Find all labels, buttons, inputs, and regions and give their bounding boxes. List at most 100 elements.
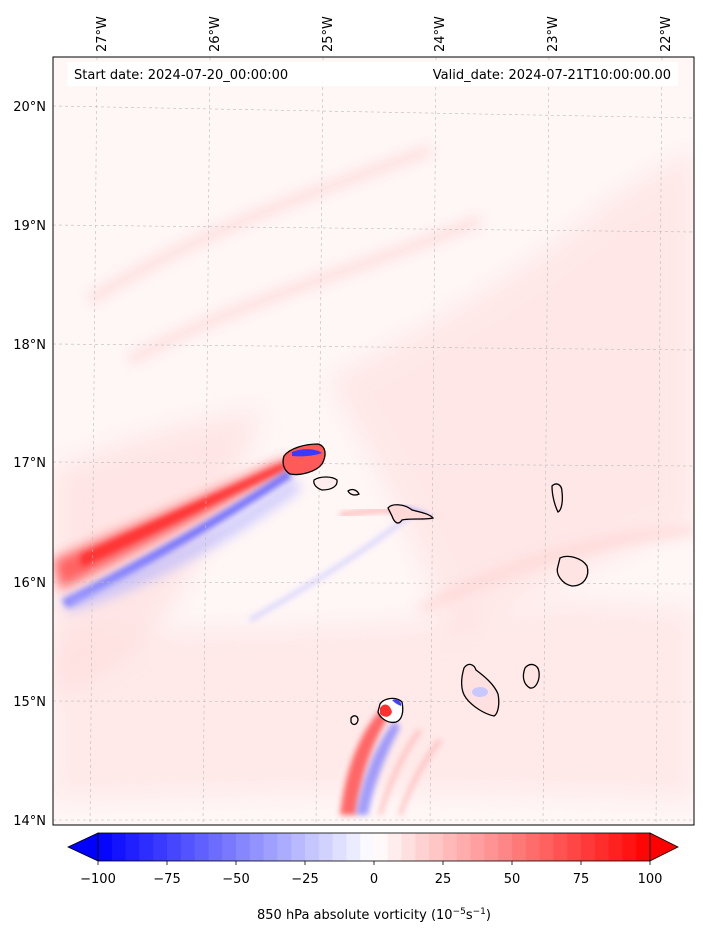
colorbar-tick-label: 100: [638, 872, 663, 887]
colorbar-segment: [277, 833, 292, 861]
colorbar-label-end: ): [486, 908, 491, 923]
colorbar: −100 −75 −50 −25 0 25 50 75 100 850 hPa absolute…: [67, 832, 679, 923]
map-panel: [52, 56, 695, 826]
colorbar-segment: [208, 833, 223, 861]
colorbar-segment: [484, 833, 499, 861]
colorbar-segment: [539, 833, 554, 861]
colorbar-segment: [594, 833, 609, 861]
colorbar-segment: [167, 833, 182, 861]
colorbar-segment: [470, 833, 485, 861]
valid-date-label: Valid_date:: [433, 68, 505, 83]
colorbar-segment: [456, 833, 471, 861]
longitude-labels: 27°W 26°W 25°W 24°W 23°W 22°W: [95, 16, 674, 52]
island-brava: [350, 715, 359, 726]
colorbar-tick-label: −50: [222, 872, 249, 887]
lon-label: 26°W: [208, 16, 223, 52]
colorbar-extend-high: [649, 832, 679, 862]
colorbar-label-main: 850 hPa absolute vorticity (10: [257, 908, 453, 923]
lat-label: 15°N: [13, 695, 46, 710]
lat-label: 19°N: [13, 219, 46, 234]
colorbar-segment: [332, 833, 347, 861]
lat-label: 17°N: [13, 456, 46, 471]
fogo-red-rim: [380, 704, 392, 717]
latitude-labels: 20°N 19°N 18°N 17°N 16°N 15°N 14°N: [13, 100, 46, 829]
start-date-value: 2024-07-20_00:00:00: [148, 68, 288, 83]
colorbar-segment: [318, 833, 333, 861]
colorbar-label-mid: s: [466, 908, 473, 923]
island-sao-nicolau: [387, 504, 435, 524]
colorbar-segment: [111, 833, 126, 861]
colorbar-segment: [98, 833, 113, 861]
colorbar-segment: [567, 833, 582, 861]
colorbar-tick-label: −25: [291, 872, 318, 887]
pale-vorticity-region-south: [53, 600, 694, 800]
colorbar-segment: [194, 833, 209, 861]
lon-label: 22°W: [659, 16, 674, 52]
colorbar-segment: [525, 833, 540, 861]
colorbar-tick-label: −100: [80, 872, 116, 887]
colorbar-tick-label: 0: [370, 872, 378, 887]
colorbar-segment: [401, 833, 416, 861]
colorbar-segment: [553, 833, 568, 861]
gridlines: [52, 56, 695, 826]
pale-streaks: [87, 145, 694, 615]
island-coastlines: [282, 443, 589, 726]
colorbar-segment: [608, 833, 623, 861]
map-frame: [52, 56, 695, 826]
fogo-wake-streaks: [378, 728, 442, 816]
colorbar-tick-label: 75: [573, 872, 590, 887]
island-sao-vicente: [313, 476, 338, 491]
faint-blue-streak: [249, 513, 412, 622]
colorbar-tick-label: 25: [435, 872, 452, 887]
colorbar-segment: [139, 833, 154, 861]
fogo-wake-red: [340, 705, 392, 815]
lon-label: 24°W: [433, 16, 448, 52]
island-sal: [551, 483, 564, 513]
vorticity-field: [53, 145, 694, 816]
colorbar-segment: [249, 833, 264, 861]
date-info-box: Start date: 2024-07-20_00:00:00 Valid_da…: [67, 62, 678, 86]
colorbar-tick-label: 50: [504, 872, 521, 887]
lon-label: 25°W: [321, 16, 336, 52]
island-maio: [522, 663, 540, 689]
valid-date-value: 2024-07-21T10:00:00.00: [508, 68, 671, 83]
lat-label: 16°N: [13, 576, 46, 591]
svg-text:Start date: 2024-07-20_0: Start date: 2024-07-20_00:00:00: [74, 68, 288, 83]
colorbar-segment: [125, 833, 140, 861]
colorbar-segment: [429, 833, 444, 861]
lon-label: 23°W: [546, 16, 561, 52]
lat-label: 14°N: [13, 814, 46, 829]
fogo-blue-rim: [392, 699, 402, 706]
colorbar-segment: [498, 833, 513, 861]
colorbar-segment: [636, 833, 651, 861]
colorbar-ticks: −100 −75 −50 −25 0 25 50 75 100: [80, 861, 662, 887]
wake-negative-vorticity-blue: [62, 470, 292, 608]
colorbar-segment: [153, 833, 168, 861]
colorbar-label-exp2: −1: [473, 907, 486, 917]
santiago-blue-patch: [472, 687, 488, 697]
island-boa-vista: [556, 555, 589, 587]
colorbar-segment: [305, 833, 320, 861]
colorbar-segment: [387, 833, 402, 861]
wake-negative-vorticity-halo: [62, 478, 300, 612]
colorbar-segment: [291, 833, 306, 861]
svg-text:Valid_date: 2024-07-21T1: Valid_date: 2024-07-21T10:00:00.00: [433, 68, 671, 83]
colorbar-segment: [374, 833, 389, 861]
colorbar-segment: [263, 833, 278, 861]
colorbar-extend-low: [67, 832, 99, 862]
colorbar-segment: [581, 833, 596, 861]
colorbar-segments: [98, 833, 651, 861]
lat-label: 18°N: [13, 338, 46, 353]
start-date-label: Start date:: [74, 68, 144, 83]
colorbar-segment: [346, 833, 361, 861]
colorbar-segment: [236, 833, 251, 861]
colorbar-segment: [512, 833, 527, 861]
island-santo-antao-blue: [292, 449, 322, 457]
colorbar-tick-label: −75: [153, 872, 180, 887]
colorbar-segment: [622, 833, 637, 861]
colorbar-segment: [222, 833, 237, 861]
wake-positive-vorticity-core: [80, 462, 288, 567]
fogo-wake-blue: [356, 720, 400, 815]
lat-label: 20°N: [13, 100, 46, 115]
